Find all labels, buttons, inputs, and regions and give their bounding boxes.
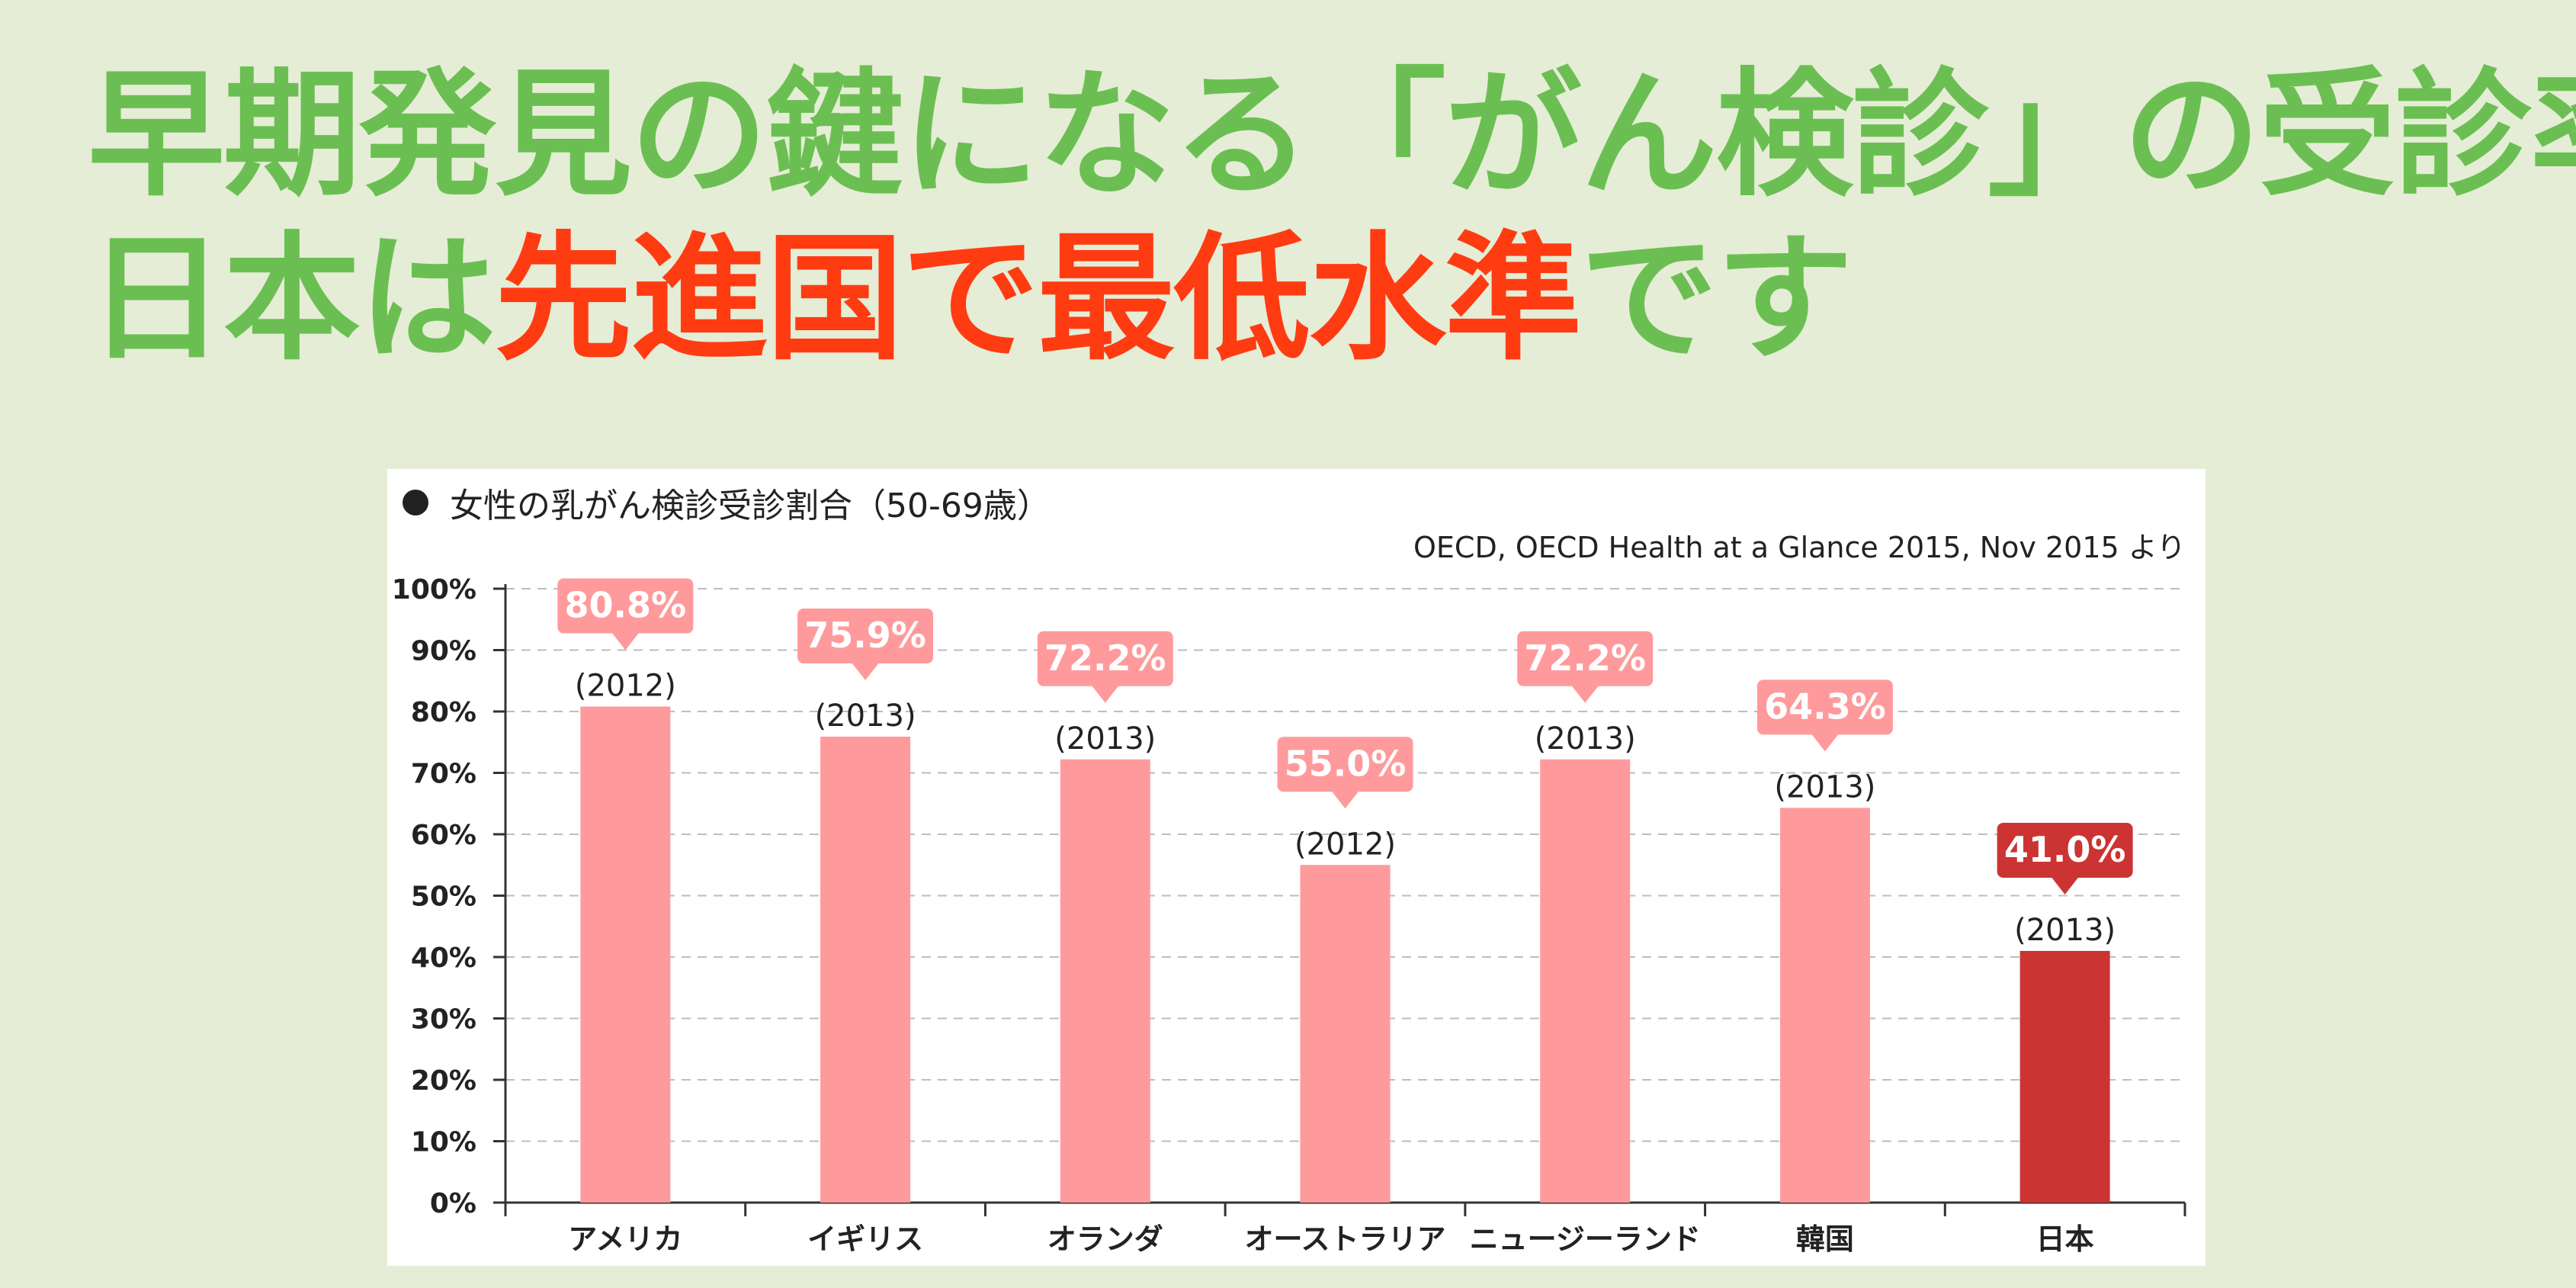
year-label: (2013) [1774,769,1875,805]
chart-source: OECD, OECD Health at a Glance 2015, Nov … [1413,531,2186,564]
chart-title: 女性の乳がん検診受診割合（50-69歳） [450,487,1051,525]
y-tick-label: 30% [411,1004,476,1036]
callout-pointer [852,663,880,681]
y-tick-label: 70% [411,759,476,790]
y-tick-label: 10% [411,1127,476,1158]
year-label: (2012) [1294,827,1396,862]
bar [1060,759,1150,1203]
y-tick-label: 40% [411,943,476,974]
y-tick-label: 90% [411,636,476,667]
y-tick-label: 0% [430,1188,476,1219]
headline-prefix: 日本は [88,220,496,379]
y-tick-label: 20% [411,1065,476,1097]
value-callout [1037,631,1173,686]
bar [1300,865,1391,1203]
value-callout [1277,737,1413,792]
headline-line-2: 日本は先進国で最低水準です [88,217,2576,381]
x-tick-label: 韓国 [1796,1222,1854,1256]
x-tick-label: ニュージーランド [1470,1222,1701,1256]
x-tick-label: オランダ [1047,1222,1163,1256]
data-label: 64.3% [1764,686,1886,727]
bar [2019,950,2110,1203]
callout-pointer [1571,685,1599,703]
value-callout [557,578,694,634]
data-label: 72.2% [1524,638,1646,679]
bar [820,737,911,1203]
bar [1779,808,1870,1203]
headline: 早期発見の鍵になる「がん検診」の受診率 日本は先進国で最低水準です [88,53,2576,381]
callout-pointer [1091,685,1119,703]
callout-pointer [1331,791,1359,809]
bullet-icon [403,490,428,516]
bar [1540,759,1631,1203]
year-label: (2013) [815,699,916,734]
year-label: (2013) [1054,721,1156,756]
x-tick-label: イギリス [807,1222,923,1256]
data-label: 75.9% [804,615,926,656]
value-callout [1517,631,1654,686]
value-callout [1756,679,1893,735]
headline-highlight: 先進国で最低水準 [495,220,1582,379]
bar-chart: 0% 10% 20% 30% 40% 50% 60% 70% 80% 90% 100% アメリカ (20… [392,574,2186,1256]
headline-line-1-text: 早期発見の鍵になる「がん検診」の受診率 [88,56,2576,215]
year-label: (2013) [2014,913,2116,948]
y-tick-label: 100% [392,574,476,605]
x-tick-label: オーストラリア [1244,1222,1445,1256]
chart-title-row: 女性の乳がん検診受診割合（50-69歳） [403,478,1051,527]
callout-pointer [611,632,640,650]
callout-pointer [2051,876,2079,895]
year-label: (2012) [575,669,676,704]
y-tick-label: 60% [411,820,476,851]
data-label: 41.0% [2004,829,2126,870]
data-label: 72.2% [1044,638,1166,679]
y-tick-label: 80% [411,697,476,728]
bar [580,706,671,1203]
data-label: 55.0% [1285,743,1407,784]
headline-suffix: です [1580,220,1853,379]
x-tick-label: 日本 [2036,1222,2094,1256]
y-tick-label: 50% [411,882,476,913]
value-callout [797,609,934,664]
data-label: 80.8% [565,585,687,626]
chart-panel: 女性の乳がん検診受診割合（50-69歳） OECD, OECD Health a… [387,469,2205,1266]
callout-pointer [1811,734,1839,752]
headline-line-1: 早期発見の鍵になる「がん検診」の受診率 [88,53,2576,217]
year-label: (2013) [1535,721,1636,756]
value-callout [1997,822,2133,878]
x-tick-label: アメリカ [568,1222,682,1256]
